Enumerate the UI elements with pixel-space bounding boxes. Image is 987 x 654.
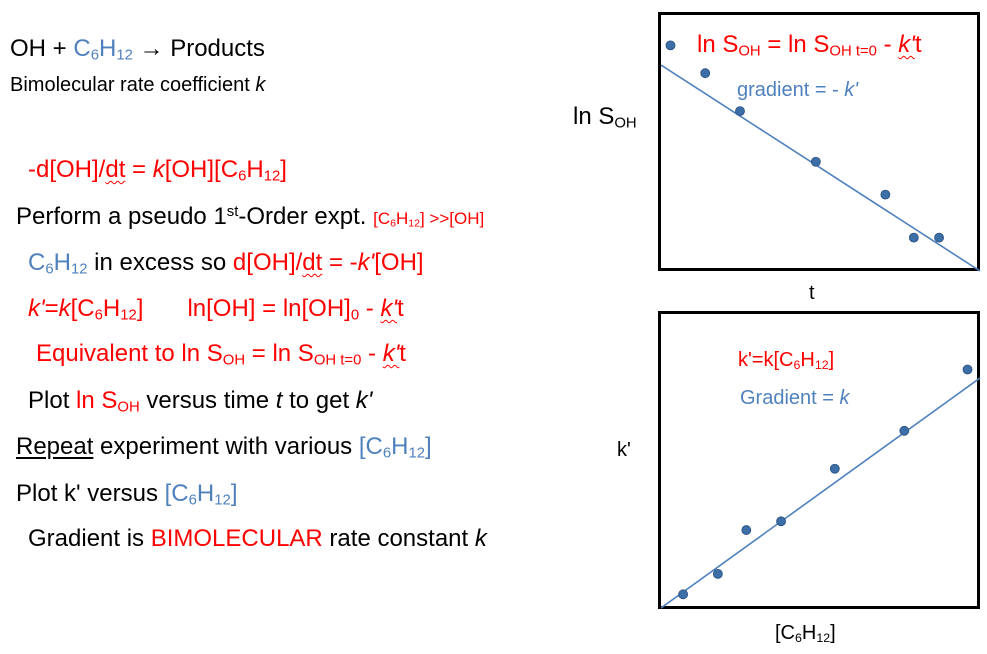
kprime-definition-line: k'=k[C6H12] ln[OH] = ln[OH]0 - k't (28, 295, 404, 324)
top-plot-ylabel: ln SOH (573, 103, 637, 132)
bottom-plot-ylabel: k' (617, 439, 631, 461)
reactant-formula: C6H12 (73, 35, 133, 64)
bottom-plot-xlabel: [C6H12] (775, 622, 836, 646)
bottom-plot-point-5 (829, 463, 840, 474)
subtitle-k: k (255, 74, 266, 96)
subtitle-text: Bimolecular rate coefficient (10, 74, 256, 96)
reaction-reactant: OH + (10, 35, 74, 62)
excess-condition: [C6H12] >>[OH] (373, 209, 485, 230)
equivalent-line: Equivalent to ln SOH = ln SOH t=0 - k't (36, 340, 406, 369)
excess-line: C6H12 in excess so d[OH]/dt = -k'[OH] (28, 249, 424, 278)
top-plot-xlabel: t (809, 282, 815, 304)
gradient-conclusion-line: Gradient is BIMOLECULAR rate constant k (28, 525, 487, 552)
bottom-plot-point-6 (899, 425, 910, 436)
rate-law-line: -d[OH]/dt = k[OH][C6H12] (28, 156, 287, 185)
top-plot-trendline (661, 64, 981, 272)
top-plot-gradient: gradient = - k' (737, 79, 859, 101)
bottom-plot-point-3 (741, 525, 752, 535)
plot-instruction-line: Plot ln SOH versus time t to get k' (28, 387, 373, 416)
reaction-line: OH + C6H12 → Products (10, 35, 265, 64)
top-plot-point-2 (700, 68, 711, 79)
bottom-plot: k'=k[C6H12] Gradient = k (658, 311, 981, 609)
bottom-plot-svg (661, 364, 981, 609)
reaction-products: → Products (132, 35, 265, 62)
subtitle-line: Bimolecular rate coefficient k (10, 75, 265, 95)
top-plot-point-3 (735, 106, 745, 117)
pseudo-first-order-line: Perform a pseudo 1st-Order expt. [C6H12]… (16, 203, 485, 230)
bottom-plot-point-4 (776, 516, 786, 527)
top-plot-svg (661, 40, 981, 272)
top-plot-point-7 (934, 232, 944, 243)
bottom-plot-trendline (661, 377, 981, 609)
plot-kprime-line: Plot k' versus [C6H12] (16, 480, 238, 509)
repeat-line: Repeat experiment with various [C6H12] (16, 433, 432, 462)
bottom-plot-point-7 (962, 364, 973, 375)
bottom-plot-point-2 (712, 568, 723, 579)
bottom-plot-equation: k'=k[C6H12] (738, 349, 835, 373)
top-plot-equation: ln SOH = ln SOH t=0 - k't (697, 31, 922, 60)
bottom-plot-point-1 (678, 589, 689, 600)
top-plot: ln SOH = ln SOH t=0 - k't gradient = - k… (658, 12, 981, 272)
top-plot-point-4 (810, 156, 821, 167)
bottom-plot-gradient: Gradient = k (740, 387, 850, 409)
top-plot-point-1 (665, 40, 676, 51)
top-plot-point-5 (880, 189, 891, 200)
top-plot-point-6 (908, 232, 919, 243)
